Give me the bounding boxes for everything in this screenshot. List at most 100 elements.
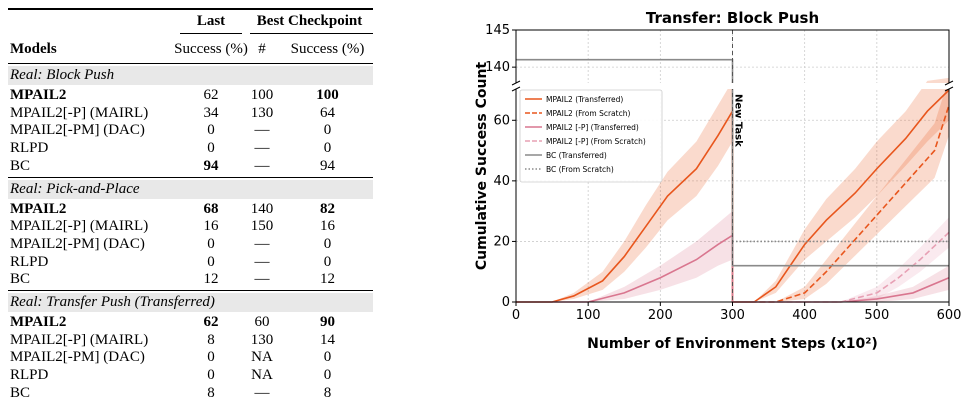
series-band [732,77,949,302]
table-cell-model: MPAIL2[-PM] (DAC) [10,235,145,252]
table-cell-last: 0 [207,140,215,157]
section-rule [8,176,373,178]
y-tick-label: 140 [485,60,510,75]
table-cell-last: 94 [203,157,219,174]
table-cell-last: 0 [207,235,215,252]
table-cell-last: 34 [203,104,219,121]
x-tick-label: 100 [576,308,601,323]
table-cell-last: 12 [203,271,219,288]
table-cell-num: — [254,384,270,401]
transfer-chart: Transfer: Block Push New Task 0 100 200 300 40… [472,0,967,407]
table-cell-best: 0 [323,367,332,384]
table-cell-best: 8 [323,384,332,401]
table-cell-model: RLPD [10,140,49,157]
series-band [732,265,949,302]
table-cell-num: — [254,157,270,174]
table-cell-model: MPAIL2 [10,200,67,217]
table-cell-best: 64 [320,104,335,121]
table-cell-best: 0 [323,235,332,252]
header-models: Models [10,41,57,57]
section-header-bg [8,293,373,312]
section-title: Real: Pick-and-Place [10,180,140,197]
table-cell-num: 130 [250,331,274,348]
table-cell-num: — [254,271,270,288]
header-best-num: # [258,41,266,57]
header-last: Last [196,13,226,29]
table-cell-model: MPAIL2[-P] (MAIRL) [10,104,149,121]
table-cell-last: 8 [207,384,215,401]
table-cell-model: BC [10,384,31,401]
axis-break-mark [944,80,954,86]
legend-label: MPAIL2 [-P] (From Scratch) [546,137,646,146]
table-cell-num: 130 [250,104,274,121]
chart-title: Transfer: Block Push [646,9,819,27]
header-last-rule [180,33,242,34]
section-title: Real: Block Push [10,67,115,83]
table-top-rule [8,8,373,10]
table-cell-num: 150 [250,218,274,235]
legend-label: BC (From Scratch) [546,165,614,174]
axis-break-mark [511,86,521,92]
table-cell-num: — [254,122,270,139]
results-table: Last Best Checkpoint Models Success (%) # Suc… [8,0,373,407]
table-cell-num: — [254,253,270,270]
table-cell-model: MPAIL2[-PM] (DAC) [10,122,145,139]
legend-label: BC (Transferred) [546,151,607,160]
y-tick-label: 60 [493,113,510,128]
table-cell-last: 68 [203,200,219,217]
table-cell-last: 0 [207,122,215,139]
table-cell-model: MPAIL2[-PM] (DAC) [10,349,145,366]
table-cell-best: 90 [320,314,335,330]
table-cell-best: 0 [323,122,332,139]
x-tick-label: 200 [648,308,673,323]
header-last-success: Success (%) [174,41,248,57]
section-title: Real: Transfer Push (Transferred) [10,294,215,310]
table-cell-best: 12 [320,271,335,288]
table-cell-model: MPAIL2 [10,87,67,103]
header-best-success: Success (%) [290,41,365,57]
table-cell-model: MPAIL2 [10,314,67,330]
legend-label: MPAIL2 (Transferred) [546,95,623,104]
y-axis-label: Cumulative Success Count [474,62,490,271]
table-cell-best: 82 [320,200,335,217]
table-cell-model: MPAIL2[-P] (MAIRL) [10,218,149,235]
x-tick-label: 500 [864,308,889,323]
header-bottom-rule [8,63,373,64]
table-cell-last: 16 [203,218,219,235]
table-cell-best: 94 [320,157,335,174]
table-cell-best: 0 [323,349,332,366]
section-header-bg [8,179,373,199]
table-cell-last: 0 [207,349,215,366]
table-cell-best: 100 [316,87,339,103]
table-cell-model: MPAIL2[-P] (MAIRL) [10,331,149,348]
header-best-rule [250,33,373,34]
axis-break-mark [944,86,954,92]
section-rule [8,290,373,291]
table-cell-num: 140 [250,200,274,217]
table-cell-last: 0 [207,367,215,384]
axis-break-mark [511,80,521,86]
series-band [516,80,733,303]
header-best-checkpoint: Best Checkpoint [256,13,363,29]
table-cell-best: 0 [323,140,332,157]
table-cell-last: 62 [203,87,219,103]
table-cell-num: — [254,140,270,157]
section-header-bg [8,66,373,85]
table-cell-last: 62 [203,314,219,330]
table-cell-model: RLPD [10,367,49,384]
x-axis-label: Number of Environment Steps (x10²) [587,336,878,352]
x-tick-label: 600 [937,308,962,323]
y-tick-label: 0 [502,295,510,310]
axis-break-gap [512,83,953,89]
table-cell-num: NA [251,367,273,384]
table-cell-last: 0 [207,253,215,270]
series-line [516,58,949,267]
table-cell-num: 100 [250,87,274,103]
y-tick-label: 20 [493,234,510,249]
table-cell-best: 14 [320,331,335,348]
legend-box [519,89,663,183]
series-line [516,233,950,303]
y-tick-label: 145 [485,23,510,38]
table-cell-model: BC [10,157,31,174]
